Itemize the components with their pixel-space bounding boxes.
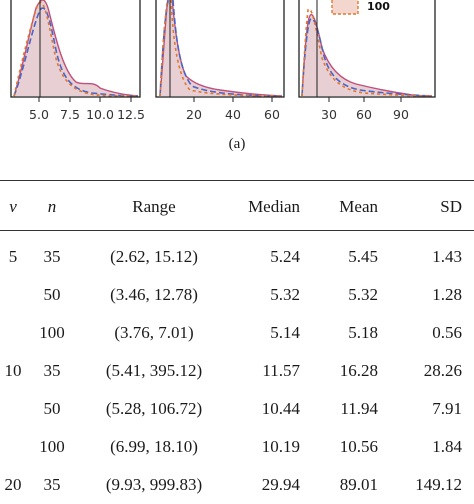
panel-1-xtick: 7.5	[60, 107, 80, 122]
table-row: 100 (6.99, 18.10) 10.19 10.56 1.84	[0, 428, 474, 466]
cell-median: 10.19	[261, 437, 300, 456]
cell-sd: 1.28	[432, 285, 462, 304]
cell-nu	[0, 276, 26, 314]
panel-2-xtick: 40	[225, 107, 241, 122]
cell-range: (3.76, 7.01)	[114, 323, 194, 342]
cell-mean: 5.18	[348, 323, 378, 342]
cell-mean: 5.45	[348, 247, 378, 266]
cell-n: 35	[43, 475, 61, 494]
table-row: 5 35 (2.62, 15.12) 5.24 5.45 1.43	[0, 230, 474, 276]
figure-caption: (a)	[228, 136, 246, 152]
cell-mean: 11.94	[340, 399, 378, 418]
col-header-n: n	[47, 197, 57, 216]
cell-nu: 20	[4, 475, 22, 494]
table-top-rule	[0, 180, 474, 182]
cell-range: (6.99, 18.10)	[110, 437, 198, 456]
cell-nu	[0, 390, 26, 428]
cell-n: 50	[43, 285, 61, 304]
cell-sd: 1.84	[432, 437, 462, 456]
cell-mean: 5.32	[348, 285, 378, 304]
col-header-sd: SD	[440, 197, 462, 216]
summary-table: ν n Range Median Mean SD 5 35 (2.62, 15.…	[0, 184, 474, 504]
legend-swatch	[331, 0, 359, 15]
cell-sd: 28.26	[423, 361, 462, 380]
panel-1-xtick: 5.0	[29, 107, 49, 122]
panel-1: 5.0 7.5 10.0 12.5	[10, 0, 145, 122]
table-row: 10 35 (5.41, 395.12) 11.57 16.28 28.26	[0, 352, 474, 390]
cell-nu: 10	[4, 361, 22, 380]
cell-sd: 0.56	[432, 323, 462, 342]
cell-mean: 89.01	[339, 475, 378, 494]
table-row: 20 35 (9.93, 999.83) 29.94 89.01 149.12	[0, 466, 474, 504]
table-header-rule	[0, 230, 474, 232]
table-row: 100 (3.76, 7.01) 5.14 5.18 0.56	[0, 314, 474, 352]
panel-2-xtick: 20	[186, 107, 202, 122]
cell-mean: 16.28	[339, 361, 378, 380]
panel-3: 100 30 60 90	[298, 0, 436, 122]
cell-range: (3.46, 12.78)	[110, 285, 198, 304]
cell-nu: 5	[8, 247, 18, 266]
panel-2-xtick: 60	[264, 107, 280, 122]
cell-range: (2.62, 15.12)	[110, 247, 198, 266]
panel-3-xtick: 90	[393, 107, 409, 122]
cell-nu	[0, 314, 26, 352]
col-header-mean: Mean	[339, 197, 378, 216]
cell-median: 5.24	[270, 247, 300, 266]
cell-sd: 7.91	[432, 399, 462, 418]
panel-3-xtick: 30	[321, 107, 337, 122]
legend: 100	[322, 0, 390, 20]
panel-1-xtick: 10.0	[86, 107, 114, 122]
cell-median: 5.14	[270, 323, 300, 342]
cell-sd: 149.12	[415, 475, 462, 494]
table-header-row: ν n Range Median Mean SD	[0, 184, 474, 230]
cell-sd: 1.43	[432, 247, 462, 266]
table-row: 50 (3.46, 12.78) 5.32 5.32 1.28	[0, 276, 474, 314]
panel-3-xtick: 60	[356, 107, 372, 122]
panel-1-xtick: 12.5	[117, 107, 145, 122]
cell-range: (5.41, 395.12)	[105, 361, 203, 380]
cell-n: 35	[43, 361, 61, 380]
legend-label: 100	[367, 0, 390, 13]
col-header-range: Range	[132, 197, 176, 216]
col-header-nu: ν	[9, 197, 17, 216]
cell-nu	[0, 428, 26, 466]
cell-median: 11.57	[262, 361, 300, 380]
panel-2: 20 40 60	[155, 0, 285, 122]
cell-range: (9.93, 999.83)	[105, 475, 203, 494]
cell-n: 50	[43, 399, 61, 418]
cell-n: 35	[43, 247, 61, 266]
cell-range: (5.28, 106.72)	[105, 399, 203, 418]
cell-n: 100	[39, 437, 65, 456]
cell-n: 100	[39, 323, 65, 342]
density-plots: 5.0 7.5 10.0 12.5 20 40 60 100	[10, 0, 436, 122]
cell-median: 29.94	[261, 475, 300, 494]
cell-mean: 10.56	[339, 437, 378, 456]
cell-median: 10.44	[261, 399, 300, 418]
cell-median: 5.32	[270, 285, 300, 304]
col-header-median: Median	[248, 197, 300, 216]
table-row: 50 (5.28, 106.72) 10.44 11.94 7.91	[0, 390, 474, 428]
